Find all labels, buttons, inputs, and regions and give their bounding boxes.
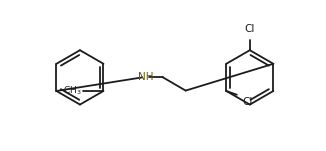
Text: Cl: Cl <box>244 24 255 34</box>
Text: NH: NH <box>138 72 153 82</box>
Text: CH$_3$: CH$_3$ <box>63 85 81 97</box>
Text: Cl: Cl <box>242 97 253 107</box>
